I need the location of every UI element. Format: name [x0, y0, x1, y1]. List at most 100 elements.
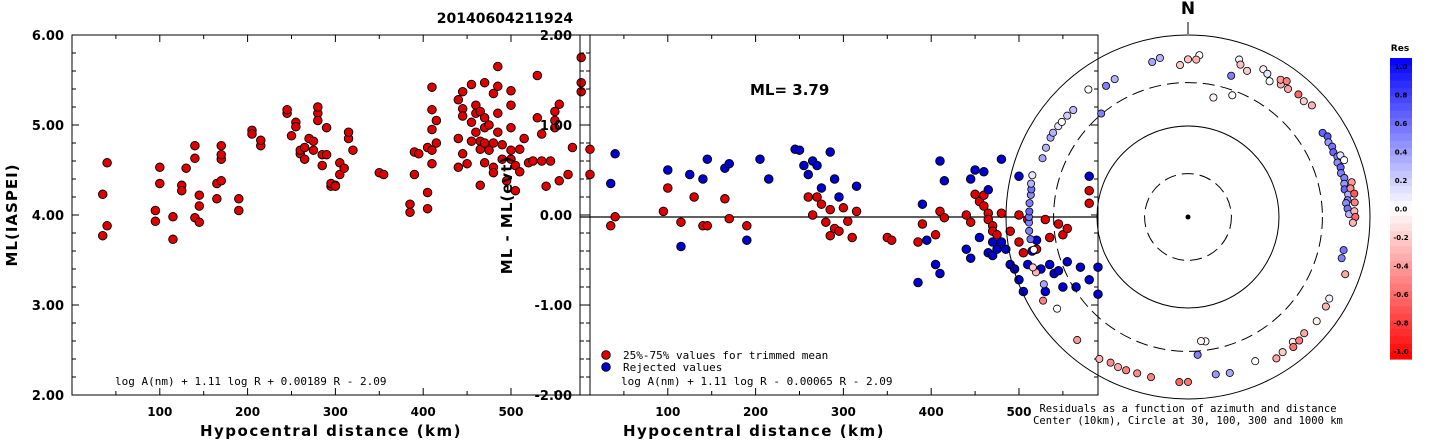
data-point	[663, 183, 673, 193]
data-point	[1084, 171, 1094, 182]
data-point	[1053, 219, 1064, 229]
data-point	[961, 210, 972, 220]
data-point	[545, 156, 556, 166]
colorbar-cell	[1390, 298, 1412, 307]
y-tick-labels: -2.00 -1.00 0.00 1.00 2.00	[535, 29, 572, 404]
data-point	[176, 185, 187, 196]
colorbar-cell	[1390, 313, 1412, 322]
data-point	[453, 133, 464, 144]
residual-point	[1337, 254, 1346, 263]
x-tick-label: 200	[235, 405, 260, 419]
residual-point	[1184, 55, 1193, 64]
residual-point	[1211, 370, 1220, 379]
data-point	[506, 86, 516, 96]
legend-label-trimmed-mean: 25%-75% values for trimmed mean	[623, 349, 828, 362]
data-point	[405, 207, 415, 218]
colorbar-tick-label: -0.6	[1393, 291, 1408, 299]
residual-point	[1028, 171, 1037, 180]
residual-point	[1110, 75, 1119, 84]
data-point	[935, 156, 945, 166]
y-tick-label: 3.00	[32, 299, 64, 314]
data-point	[536, 129, 547, 139]
data-point	[851, 206, 862, 217]
data-point	[541, 181, 551, 191]
residual-point	[1209, 93, 1218, 102]
data-point	[484, 120, 494, 130]
colorbar-cell	[1390, 200, 1412, 210]
colorbar-cell	[1390, 343, 1412, 353]
data-point	[216, 149, 227, 160]
data-point	[605, 221, 616, 231]
data-point	[479, 113, 490, 123]
data-point	[515, 144, 525, 155]
data-point	[992, 230, 1002, 240]
data-point	[308, 136, 319, 146]
colorbar-tick-label: -0.4	[1393, 263, 1408, 271]
data-point	[321, 122, 332, 133]
ml-annotation: ML= 3.79	[750, 81, 829, 99]
data-point	[979, 167, 989, 177]
formula-label: log A(nm) + 1.11 log R - 0.00065 R - 2.0…	[621, 375, 893, 388]
data-point	[343, 127, 354, 137]
caption-line-2: Center (10km), Circle at 30, 100, 300 an…	[1033, 415, 1343, 427]
data-point	[930, 259, 941, 270]
data-point	[724, 213, 735, 224]
residual-point	[1102, 81, 1111, 90]
data-point	[299, 154, 310, 164]
colorbar-cell	[1390, 163, 1412, 172]
data-point	[462, 158, 472, 169]
data-point	[247, 129, 257, 139]
data-point	[755, 154, 765, 164]
residual-point	[1176, 61, 1185, 70]
data-point	[286, 131, 297, 141]
data-point	[493, 127, 503, 137]
residual-point	[1114, 363, 1123, 372]
residual-point	[1053, 304, 1062, 313]
x-tick-label: 500	[498, 405, 523, 419]
colorbar-cell	[1390, 306, 1412, 315]
data-point	[807, 210, 818, 220]
data-point	[803, 192, 814, 202]
residual-point	[1350, 189, 1359, 198]
residual-point	[1299, 97, 1308, 106]
data-point	[821, 217, 831, 227]
colorbar-cell	[1390, 95, 1412, 104]
data-point	[794, 145, 805, 155]
data-point	[409, 169, 420, 180]
data-point	[1062, 257, 1073, 267]
residual-point	[1193, 350, 1202, 359]
residual-point	[1282, 77, 1291, 86]
data-point	[317, 160, 327, 171]
data-point	[427, 104, 437, 115]
data-point	[479, 158, 490, 168]
data-point	[851, 181, 862, 191]
data-point	[930, 230, 941, 240]
residual-point	[1148, 57, 1157, 66]
data-point	[799, 160, 809, 171]
colorbar-cell	[1390, 125, 1412, 134]
x-tick-label: 200	[743, 405, 768, 419]
residual-point	[1341, 270, 1350, 279]
data-point	[181, 163, 191, 173]
residual-point	[1039, 296, 1048, 305]
data-point	[234, 194, 244, 204]
residual-point	[1243, 66, 1252, 75]
data-point	[829, 174, 840, 184]
residual-point	[1175, 378, 1184, 387]
data-point	[194, 201, 205, 211]
colorbar-cell	[1390, 351, 1412, 360]
colorbar-tick-label: 0.8	[1395, 92, 1408, 100]
distance-ring	[1053, 82, 1323, 352]
data-point	[724, 158, 735, 169]
data-point	[983, 185, 994, 195]
data-point	[510, 185, 521, 196]
colorbar-cell	[1390, 253, 1412, 262]
residual-point	[1041, 143, 1050, 152]
residual-point	[1025, 226, 1034, 235]
x-tick-labels: 100 200 300 400 500	[147, 405, 523, 419]
data-point	[965, 217, 976, 227]
data-point	[1014, 237, 1024, 247]
data-point	[155, 178, 165, 189]
x-axis-label: Hypocentral distance (km)	[623, 422, 885, 440]
x-tick-label: 400	[919, 405, 944, 419]
